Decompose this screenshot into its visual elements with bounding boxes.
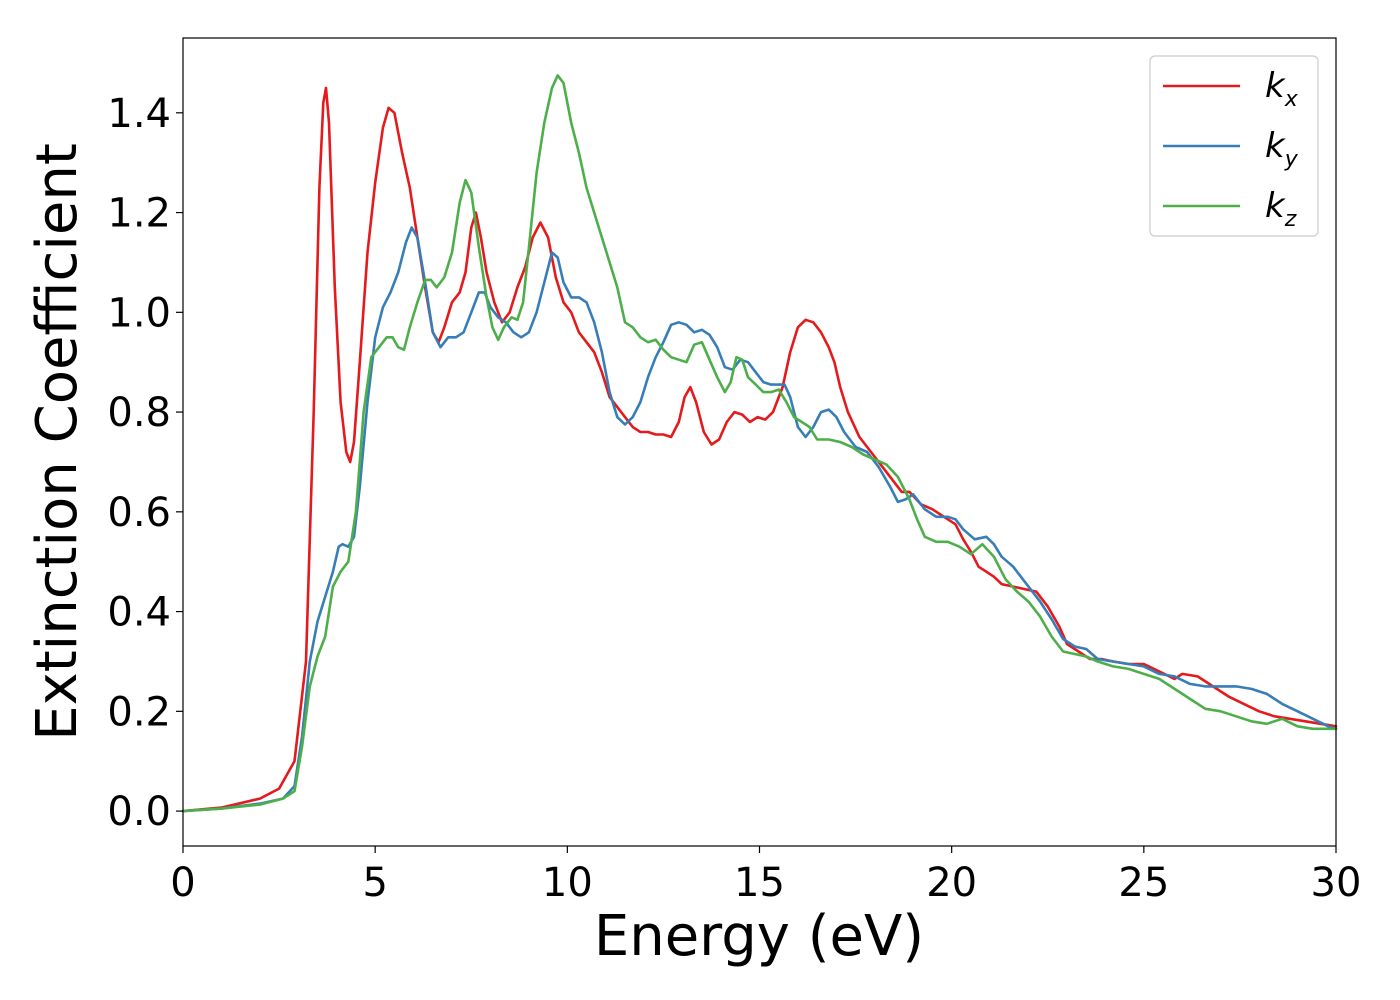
legend-label-z: kz <box>1265 186 1297 232</box>
x-tick-label: 10 <box>542 860 593 906</box>
series-line-x <box>181 86 1338 813</box>
plot-frame <box>182 37 1337 847</box>
x-tick-label: 5 <box>362 860 387 906</box>
x-tick-label: 25 <box>1118 860 1169 906</box>
y-tick-label: 1.2 <box>107 191 171 237</box>
legend-label-y: ky <box>1265 126 1299 172</box>
x-tick-label: 0 <box>170 860 195 906</box>
x-axis-label: Energy (eV) <box>594 904 924 969</box>
x-tick-label: 15 <box>734 860 785 906</box>
y-tick-label: 0.0 <box>107 789 171 835</box>
legend-label-main: k <box>1265 66 1286 106</box>
x-tick-label: 20 <box>926 860 977 906</box>
legend-label-main: k <box>1265 186 1286 226</box>
legend-label-subscript: x <box>1284 87 1299 112</box>
legend-label-subscript: y <box>1284 147 1299 172</box>
y-tick-label: 0.2 <box>107 689 171 735</box>
series-layer <box>181 74 1338 813</box>
series-line-y <box>181 226 1338 813</box>
plot-area <box>183 38 1336 846</box>
legend-label-main: k <box>1265 126 1286 166</box>
y-tick-label: 0.8 <box>107 390 171 436</box>
y-tick-label: 1.4 <box>107 91 171 137</box>
y-tick-label: 0.6 <box>107 490 171 536</box>
legend-label-x: kx <box>1265 66 1299 112</box>
y-tick-label: 1.0 <box>107 290 171 336</box>
series-line-z <box>181 74 1338 813</box>
legend-label-subscript: z <box>1284 207 1297 232</box>
y-tick-label: 0.4 <box>107 590 171 636</box>
tick-layer: 0 5 10 15 20 25 30 0.0 0.2 0.4 0.6 0.8 1.0 1.2 1.4 <box>107 91 1361 906</box>
x-tick-label: 30 <box>1311 860 1362 906</box>
y-axis-label: Extinction Coefficient <box>25 143 90 741</box>
